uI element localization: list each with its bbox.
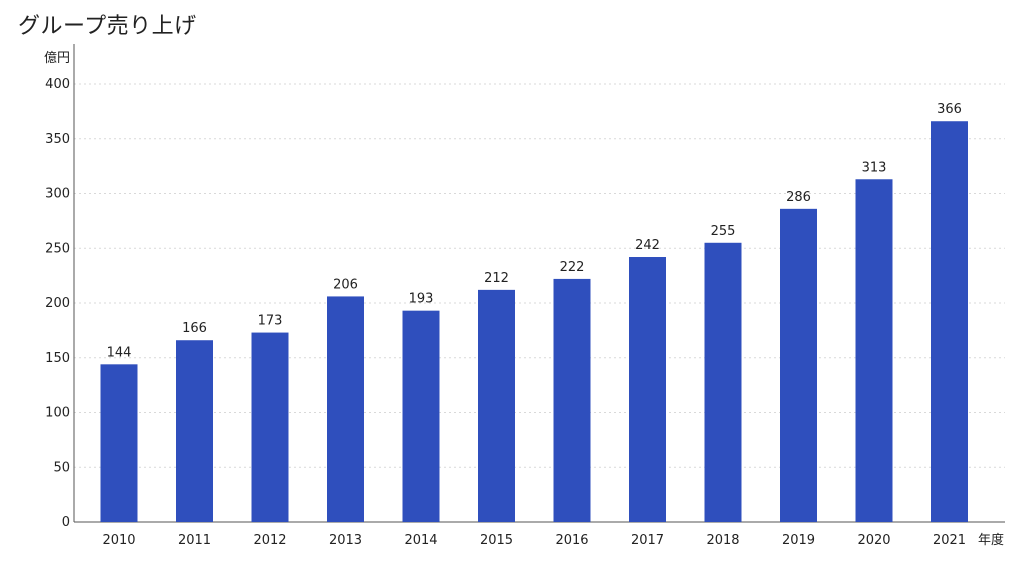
x-tick-label-2016: 2016 [555,533,588,548]
bar-2018 [704,242,742,522]
gridlines [74,83,1005,468]
data-label-2020: 313 [862,160,887,175]
data-label-2010: 144 [107,345,132,360]
bar-2012 [251,332,289,522]
data-label-2014: 193 [409,292,434,307]
bars [100,121,968,522]
y-tick-label: 200 [45,296,70,311]
x-tick-label-2017: 2017 [631,533,664,548]
data-label-2021: 366 [937,102,962,117]
x-tick-label-2019: 2019 [782,533,815,548]
y-tick-label: 250 [45,241,70,256]
bar-2016 [553,278,591,522]
bar-2020 [855,179,893,522]
x-tick-label-2021: 2021 [933,533,966,548]
chart-title: グループ売り上げ [18,14,197,39]
data-label-2015: 212 [484,271,509,286]
data-label-2017: 242 [635,238,660,253]
y-tick-label: 300 [45,187,70,202]
data-labels: 144 166 173 206 193 212 222 242 255 286 313 366 [107,102,962,360]
data-label-2019: 286 [786,190,811,205]
y-tick-label: 350 [45,132,70,147]
y-axis-unit-label: 億円 [44,50,70,66]
bar-2014 [402,310,440,522]
axes: 億円 年度 [44,44,1005,548]
data-label-2012: 173 [258,314,283,329]
x-tick-label-2018: 2018 [706,533,739,548]
data-label-2016: 222 [560,260,585,275]
y-tick-labels: 0 50 100 150 200 250 300 350 400 [45,77,70,530]
y-tick-label: 400 [45,77,70,92]
y-tick-label: 100 [45,406,70,421]
x-tick-labels: 2010 2011 2012 2013 2014 2015 2016 2017 2018 2019… [102,533,966,548]
x-tick-label-2012: 2012 [253,533,286,548]
x-tick-label-2015: 2015 [480,533,513,548]
bar-2015 [478,289,515,522]
x-tick-label-2014: 2014 [404,533,437,548]
bar-2021 [931,121,968,522]
bar-2017 [629,257,666,522]
bar-2019 [780,208,817,522]
x-tick-label-2020: 2020 [857,533,890,548]
x-tick-label-2013: 2013 [329,533,362,548]
y-tick-label: 150 [45,351,70,366]
bar-2013 [327,296,364,522]
bar-2010 [100,364,138,522]
data-label-2013: 206 [333,277,358,292]
y-tick-label: 0 [62,515,70,530]
x-tick-label-2011: 2011 [178,533,211,548]
y-tick-label: 50 [53,460,70,475]
x-axis-unit-label: 年度 [978,532,1004,548]
x-tick-label-2010: 2010 [102,533,135,548]
data-label-2018: 255 [711,224,736,239]
data-label-2011: 166 [182,321,207,336]
bar-2011 [176,340,213,522]
